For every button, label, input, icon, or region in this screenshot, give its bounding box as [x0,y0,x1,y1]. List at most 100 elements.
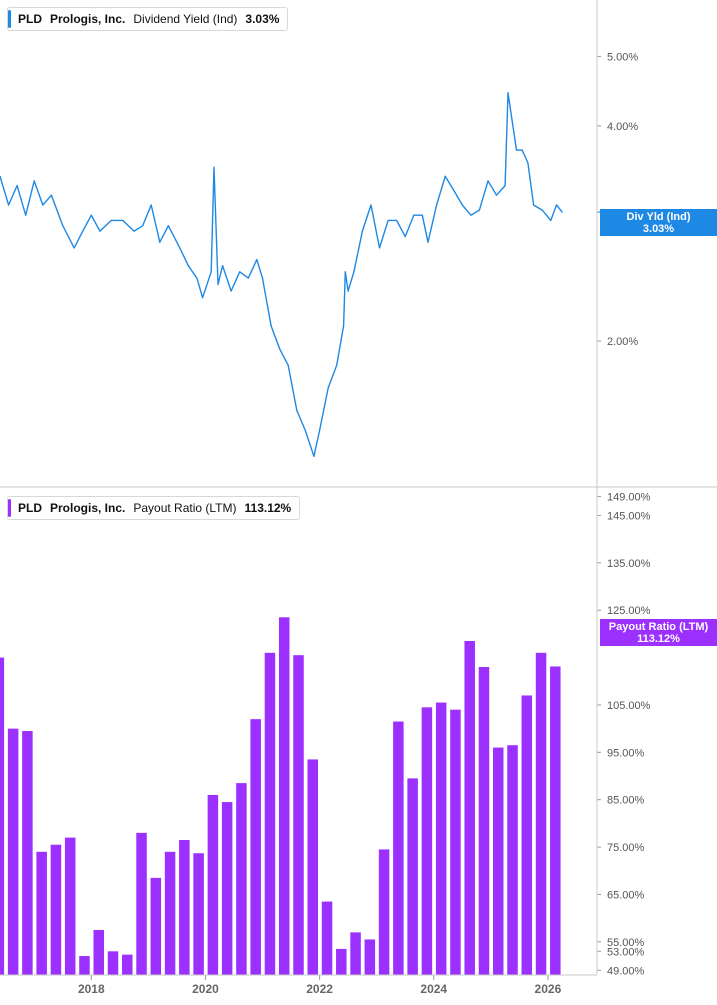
payout-ratio-bar [307,759,319,975]
dividend-yield-panel: 2.00% 4.00% 5.00% [0,52,638,457]
dividend-yield-point [387,219,389,222]
y-tick-label: 75.00% [607,842,645,854]
tag-value: 3.03% [642,223,675,235]
payout-ratio-bar [350,932,361,975]
dividend-yield-point [404,236,406,238]
dividend-yield-point [0,175,1,177]
dividend-yield-point [279,348,281,350]
payout-ratio-bar [507,745,518,975]
dividend-yield-point [110,219,112,222]
tag-label: Payout Ratio (LTM) [608,621,709,633]
legend-company: Prologis, Inc. [50,501,126,515]
dividend-yield-point [361,230,364,232]
dividend-yield-point [527,162,529,164]
payout-ratio-bar [150,877,162,975]
x-axis: 2018 2020 2022 2024 2026 [78,975,562,996]
payout-ratio-panel: 49.00% 53.00%55.00% 65.00% 75.00% 85.00% 95.0… [0,491,651,977]
y-tick-label: 55.00% [607,937,645,949]
payout-ratio-bar [50,844,62,975]
payout-ratio-bar [336,948,347,975]
dividend-yield-point [187,265,189,267]
dividend-yield-point [495,194,498,196]
dividend-yield-point [270,325,272,327]
x-tick-label: 2026 [535,982,562,996]
dividend-yield-point [159,241,161,243]
dividend-yield-point [555,204,558,206]
payout-ratio-bar [236,783,247,975]
payout-ratio-bar [7,728,19,975]
dividend-yield-value-tag: Div Yld (Ind) 3.03% [600,209,717,236]
payout-ratio-bar [0,657,5,975]
dividend-yield-point [550,219,552,222]
x-tick-label: 2020 [192,982,219,996]
y-tick-label: 95.00% [607,747,645,759]
y-tick-label: 53.00% [607,946,645,958]
payout-ratio-bar [221,802,233,975]
dividend-yield-point [487,180,489,182]
payout-ratio-bar [435,702,447,975]
dividend-yield-point [82,230,84,232]
dividend-yield-point [370,204,372,206]
dividend-yield-point [507,92,509,94]
dividend-yield-point [133,230,135,232]
dividend-yield-point [421,214,423,216]
payout-ratio-bar [492,747,504,975]
dividend-yield-point [287,364,289,366]
payout-ratio-bar [321,901,333,975]
y-tick-label: 2.00% [607,336,638,348]
dividend-yield-point [196,277,198,279]
dividend-yield-point [378,247,381,249]
payout-ratio-bar [407,778,418,975]
dividend-yield-point [239,271,241,273]
payout-ratio-bar [550,666,561,975]
payout-ratio-bar [278,617,290,975]
payout-ratio-bar [93,929,104,975]
y-tick-label: 149.00% [607,491,651,503]
dividend-yield-point [444,175,446,177]
y-tick-label: 4.00% [607,121,638,133]
dividend-yield-point [342,325,345,327]
payout-ratio-value-tag: Payout Ratio (LTM) 113.12% [600,619,717,646]
payout-ratio-bar [122,954,133,975]
dividend-yield-point [313,455,315,457]
dividend-yield-point [16,185,18,187]
legend-ticker: PLD [18,12,42,26]
y-tick-label: 85.00% [607,795,645,807]
dividend-yield-point [327,387,329,389]
y-tick-label: 65.00% [607,889,645,901]
x-tick-label: 2022 [306,982,333,996]
dividend-yield-point [336,364,338,366]
dividend-yield-point [179,247,181,249]
x-tick-label: 2018 [78,982,105,996]
legend-value: 113.12% [244,501,292,515]
y-tick-label: 125.00% [607,605,651,617]
legend-metric: Dividend Yield (Ind) [133,12,238,26]
dividend-yield-point [504,185,506,187]
dividend-yield-point [33,180,35,182]
payout-ratio-bar [207,794,219,975]
dividend-yield-point [413,214,415,216]
payout-ratio-bar [107,951,119,975]
y-tick-label: 135.00% [607,558,651,570]
payout-ratio-bar [364,939,376,975]
dividend-yield-point [478,209,481,211]
dividend-yield-point [42,204,44,206]
x-tick-label: 2024 [420,982,447,996]
dividend-yield-point [247,277,249,279]
payout-ratio-bar [36,851,47,975]
payout-ratio-bar [22,731,33,975]
payout-ratio-legend: PLD Prologis, Inc. Payout Ratio (LTM) 11… [7,496,301,520]
dividend-yield-point [261,277,264,279]
payout-ratio-bar [264,652,276,975]
dividend-yield-point [353,271,355,273]
y-tick-label: 105.00% [607,700,651,712]
payout-ratio-bar [179,839,190,975]
payout-ratio-bar [421,707,433,975]
tag-value: 113.12% [637,633,680,645]
dividend-yield-point [541,209,543,211]
payout-ratio-legend-swatch [8,499,11,517]
dividend-yield-legend: PLD Prologis, Inc. Dividend Yield (Ind) … [7,7,289,31]
dividend-yield-point [142,225,144,227]
y-tick-label: 49.00% [607,965,645,977]
